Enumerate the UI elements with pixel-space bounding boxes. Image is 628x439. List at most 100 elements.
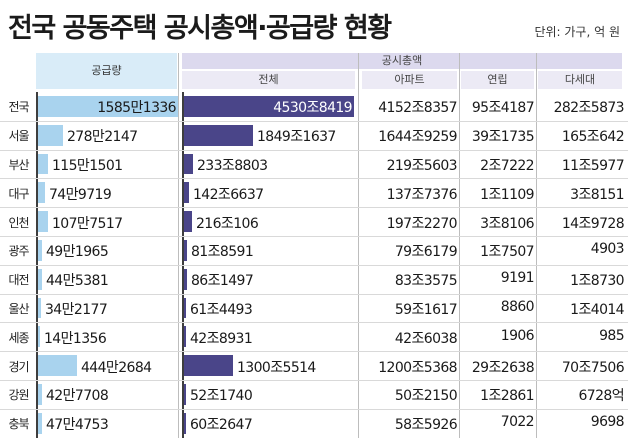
value-total: 233조8803 xyxy=(197,158,268,174)
value-supply: 49만1965 xyxy=(46,244,109,261)
value-apartment: 219조5603 xyxy=(386,158,458,174)
value-total: 61조4493 xyxy=(190,302,253,318)
value-apartment: 1200조5368 xyxy=(378,359,457,376)
bar-total-7 xyxy=(184,297,186,319)
row-divider xyxy=(0,236,628,237)
row-label-region: 충북 xyxy=(8,417,29,432)
row-label-region: 경기 xyxy=(8,359,29,374)
bar-total-10 xyxy=(184,384,186,405)
row-divider xyxy=(0,322,628,324)
bar-total-6 xyxy=(184,268,187,290)
bar-supply-8 xyxy=(38,326,40,348)
value-multi-household: 165조642 xyxy=(561,129,625,146)
row-label-region: 전국 xyxy=(8,100,29,115)
chart-title: 전국 공동주택 공시총액·공급량 현황 xyxy=(8,13,392,44)
column-divider-apartment xyxy=(459,53,460,438)
value-multi-household: 985 xyxy=(599,327,625,344)
value-supply: 74만9719 xyxy=(49,186,112,203)
header-multi-household: 다세대 xyxy=(538,71,622,89)
unit-note: 단위: 가구, 억 원 xyxy=(534,25,620,39)
value-multi-household: 3조8151 xyxy=(570,186,624,203)
row-divider xyxy=(0,264,628,266)
header-supply: 공급량 xyxy=(36,53,177,89)
value-total: 1849조1637 xyxy=(257,129,336,146)
value-total: 1300조5514 xyxy=(237,359,316,376)
column-divider-row-house xyxy=(536,53,537,438)
value-supply: 34만2177 xyxy=(45,302,108,318)
value-row-house: 8860 xyxy=(500,299,535,315)
value-supply: 44만5381 xyxy=(46,273,109,290)
value-row-house: 1조2861 xyxy=(480,388,534,405)
row-label-region: 부산 xyxy=(8,158,29,172)
value-apartment: 197조2270 xyxy=(386,215,458,232)
value-supply: 444만2684 xyxy=(81,359,152,376)
value-supply: 107만7517 xyxy=(52,215,123,232)
bar-supply-4 xyxy=(38,211,48,232)
value-total: 86조1497 xyxy=(191,273,254,290)
bar-supply-3 xyxy=(38,182,45,204)
value-supply: 42만7708 xyxy=(46,388,109,405)
bar-supply-2 xyxy=(38,153,48,175)
value-row-house: 7022 xyxy=(500,414,535,431)
value-total: 142조6637 xyxy=(193,186,264,203)
bar-total-9 xyxy=(184,355,233,376)
value-total: 4530조8419 xyxy=(273,100,352,117)
value-row-house: 29조2638 xyxy=(471,359,535,376)
value-multi-household: 282조5873 xyxy=(553,100,625,117)
value-supply: 14만1356 xyxy=(44,330,107,347)
column-divider-total xyxy=(358,53,359,438)
value-total: 52조1740 xyxy=(190,388,253,405)
bar-supply-9 xyxy=(38,355,77,376)
row-divider xyxy=(0,293,628,295)
value-apartment: 59조1617 xyxy=(394,302,458,318)
row-divider xyxy=(0,207,628,209)
row-label-region: 인천 xyxy=(8,215,29,230)
value-total: 60조2647 xyxy=(190,417,253,434)
row-label-region: 세종 xyxy=(8,330,29,345)
bar-supply-5 xyxy=(38,240,42,261)
bar-supply-6 xyxy=(38,268,42,290)
value-multi-household: 1조4014 xyxy=(570,302,624,318)
bar-total-5 xyxy=(184,240,187,261)
column-divider-supply xyxy=(178,53,179,438)
bar-total-4 xyxy=(184,211,192,232)
value-row-house: 39조1735 xyxy=(471,129,535,146)
row-label-region: 강원 xyxy=(8,388,29,403)
row-divider xyxy=(0,351,628,353)
header-row-house: 연립 xyxy=(461,71,534,89)
value-apartment: 42조6038 xyxy=(394,330,458,347)
row-divider xyxy=(0,380,628,381)
value-apartment: 58조5926 xyxy=(394,417,458,434)
header-total: 전체 xyxy=(182,71,355,89)
header-apartment: 아파트 xyxy=(362,71,457,89)
bar-supply-11 xyxy=(38,412,42,434)
bar-total-0 xyxy=(184,96,354,117)
row-divider xyxy=(0,408,628,410)
row-divider xyxy=(0,149,628,151)
bar-supply-7 xyxy=(38,297,41,319)
value-row-house: 1조1109 xyxy=(480,186,534,203)
value-total: 81조8591 xyxy=(191,244,254,261)
value-row-house: 9191 xyxy=(500,270,535,287)
value-multi-household: 1조8730 xyxy=(570,273,624,290)
row-label-region: 대전 xyxy=(8,273,29,288)
row-divider xyxy=(0,120,628,122)
value-supply: 47만4753 xyxy=(46,417,109,434)
bar-supply-0 xyxy=(38,96,178,117)
value-multi-household: 11조5977 xyxy=(561,158,625,174)
row-divider xyxy=(0,178,628,180)
row-label-region: 대구 xyxy=(8,186,29,201)
value-apartment: 1644조9259 xyxy=(378,129,457,146)
bar-total-1 xyxy=(184,124,253,146)
row-label-region: 광주 xyxy=(8,244,29,259)
value-total: 42조8931 xyxy=(190,330,253,347)
value-supply: 278만2147 xyxy=(67,129,138,146)
value-apartment: 4152조8357 xyxy=(378,100,457,117)
value-row-house: 1906 xyxy=(500,327,535,344)
value-multi-household: 70조7506 xyxy=(561,359,625,376)
value-apartment: 50조2150 xyxy=(394,388,458,405)
header-disclosure-total-group: 공시총액 xyxy=(182,53,622,69)
value-row-house: 2조7222 xyxy=(480,158,534,174)
bar-supply-1 xyxy=(38,124,63,146)
value-apartment: 137조7376 xyxy=(386,186,458,203)
